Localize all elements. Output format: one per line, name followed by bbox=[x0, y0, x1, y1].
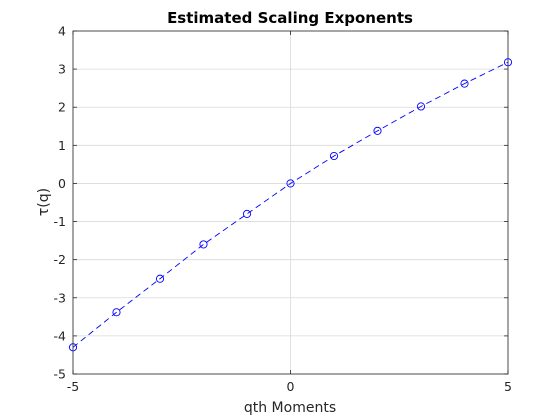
x-tick-label: 0 bbox=[287, 379, 295, 394]
ticks: -5 0 5 -5 -4 -3 -2 -1 0 1 2 3 4 bbox=[54, 24, 512, 395]
data-point-marker bbox=[199, 240, 208, 249]
y-tick-label: 2 bbox=[58, 100, 66, 115]
y-tick-label: 0 bbox=[58, 176, 66, 191]
chart-title: Estimated Scaling Exponents bbox=[167, 9, 413, 27]
data-point-marker bbox=[329, 151, 339, 161]
y-tick-label: 1 bbox=[58, 138, 66, 153]
data-point-marker bbox=[373, 126, 382, 135]
data-point-marker bbox=[155, 274, 165, 283]
y-tick-label: -2 bbox=[54, 252, 66, 267]
y-tick-label: 4 bbox=[58, 24, 66, 39]
data-point-marker bbox=[112, 308, 121, 317]
x-tick-label: 5 bbox=[504, 379, 512, 394]
series-layer bbox=[68, 58, 513, 352]
y-tick-label: 3 bbox=[58, 62, 66, 77]
data-point-marker bbox=[416, 102, 426, 111]
data-point-marker bbox=[460, 79, 469, 88]
x-tick-label: -5 bbox=[67, 379, 79, 394]
y-tick-label: -1 bbox=[54, 214, 66, 229]
data-point-marker bbox=[503, 58, 513, 67]
data-point-marker bbox=[68, 343, 78, 352]
x-axis-label: qth Moments bbox=[244, 400, 336, 416]
y-tick-label: -4 bbox=[54, 328, 67, 343]
data-point-marker bbox=[242, 209, 252, 218]
y-tick-label: -3 bbox=[54, 290, 66, 305]
y-tick-label: -5 bbox=[54, 367, 66, 382]
y-axis-label: τ(q) bbox=[36, 188, 52, 216]
data-point-marker bbox=[286, 179, 295, 188]
series-line bbox=[72, 61, 509, 348]
